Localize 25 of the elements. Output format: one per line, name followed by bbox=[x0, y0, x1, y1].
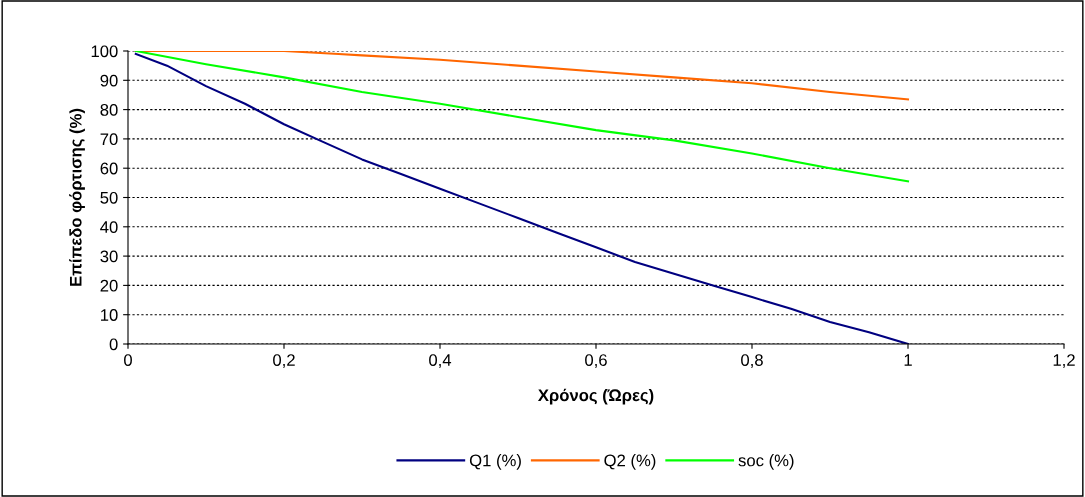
y-tick-label: 10 bbox=[101, 309, 118, 321]
line-series bbox=[134, 51, 910, 183]
x-tick-label: 0,4 bbox=[429, 354, 452, 368]
line-series bbox=[134, 52, 910, 344]
y-tick-label: 40 bbox=[100, 221, 118, 233]
y-tick-label: 70 bbox=[100, 133, 118, 146]
x-tick-label: 0,6 bbox=[585, 354, 607, 368]
y-tick-label: 50 bbox=[100, 191, 118, 204]
x-tick-label: 0,2 bbox=[273, 354, 295, 368]
x-axis-title: Χρόνος (Ώρες) bbox=[537, 388, 654, 405]
legend-label: soc (%) bbox=[738, 454, 794, 470]
y-tick-label: 30 bbox=[100, 250, 118, 263]
x-tick-label: 0,8 bbox=[741, 354, 763, 368]
y-tick-label: 20 bbox=[100, 279, 118, 292]
y-tick-label: 80 bbox=[100, 104, 118, 116]
x-tick-label: 0 bbox=[124, 354, 132, 366]
legend-label: Q1 (%) bbox=[469, 454, 521, 470]
y-axis-title: Επίπεδο φόρτισης (%) bbox=[69, 108, 85, 286]
x-tick-label: 1 bbox=[904, 354, 912, 366]
y-tick-label: 100 bbox=[91, 45, 118, 58]
y-tick-label: 90 bbox=[100, 74, 118, 87]
x-tick-label: 1,2 bbox=[1053, 354, 1075, 368]
legend-label: Q2 (%) bbox=[604, 454, 656, 470]
y-tick-label: 0 bbox=[109, 338, 118, 351]
y-tick-label: 60 bbox=[100, 162, 118, 175]
